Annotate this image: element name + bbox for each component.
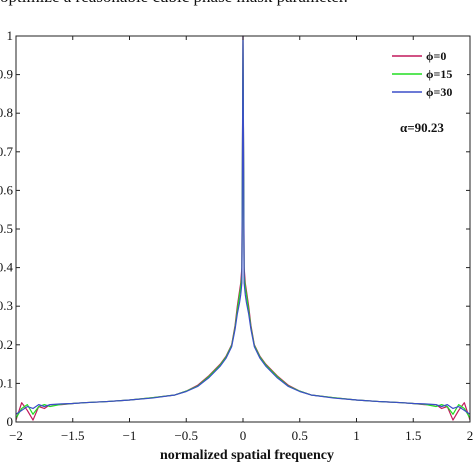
x-tick-label: −1 bbox=[123, 428, 137, 443]
y-tick-label: 0.8 bbox=[0, 105, 13, 120]
y-tick-label: 0 bbox=[7, 414, 14, 429]
y-tick-label: 0.1 bbox=[0, 375, 13, 390]
y-tick-label: 0.5 bbox=[0, 221, 13, 236]
alpha-annotation: α=90.23 bbox=[400, 120, 444, 135]
legend-label-0: ϕ=0 bbox=[426, 49, 446, 63]
legend: ϕ=0 ϕ=15 ϕ=30 bbox=[383, 44, 467, 102]
x-tick-label: 0.5 bbox=[292, 428, 308, 443]
y-tick-label: 0.3 bbox=[0, 298, 13, 313]
x-tick-label: −2 bbox=[9, 428, 23, 443]
x-tick-label: −1.5 bbox=[61, 428, 85, 443]
y-tick-label: 0.7 bbox=[0, 144, 14, 159]
x-axis-title: normalized spatial frequency bbox=[160, 448, 334, 463]
caption-text: optimize a reasonable cubic phase mask p… bbox=[0, 0, 474, 9]
ticks-layer: −2 −1.5 −1 −0.5 0 0.5 1 1.5 2 0 0.1 0.2 0.3 0.4 0.5 0.6… bbox=[0, 28, 473, 443]
y-tick-label: 0.2 bbox=[0, 337, 13, 352]
y-tick-label: 0.6 bbox=[0, 182, 14, 197]
x-tick-label: 1 bbox=[353, 428, 360, 443]
legend-box bbox=[383, 44, 467, 102]
x-tick-label: −0.5 bbox=[174, 428, 198, 443]
y-tick-label: 1 bbox=[7, 28, 14, 43]
x-tick-label: 0 bbox=[240, 428, 247, 443]
y-tick-label: 0.9 bbox=[0, 67, 13, 82]
x-tick-label: 1.5 bbox=[405, 428, 421, 443]
y-tick-label: 0.4 bbox=[0, 260, 14, 275]
legend-label-2: ϕ=30 bbox=[426, 85, 452, 99]
x-tick-label: 2 bbox=[467, 428, 474, 443]
legend-label-1: ϕ=15 bbox=[426, 67, 452, 81]
